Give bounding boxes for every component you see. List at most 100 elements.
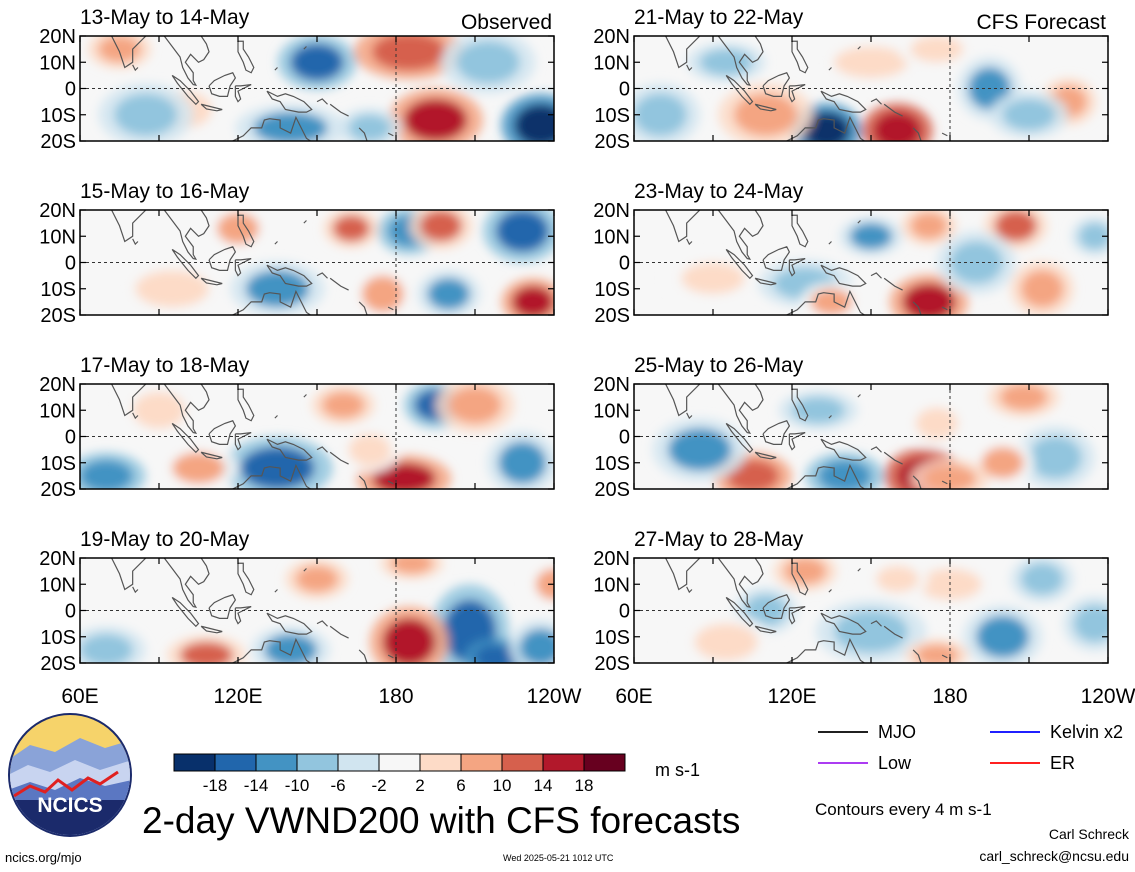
coastline [664,384,702,417]
anomaly-core [818,460,871,489]
anomaly-core [1021,563,1064,595]
anomaly-core [910,36,964,63]
coastline [132,64,139,72]
coastline [828,241,832,245]
coastline [883,625,903,639]
coastline [857,220,861,224]
coastline [316,446,328,453]
lon-tick-label: 120E [213,685,262,708]
coastline [717,36,764,86]
coastline [232,463,312,489]
coastline [725,74,754,106]
coastline [725,422,754,454]
lat-tick-label: 0 [619,427,630,449]
coastline [786,637,866,663]
anomaly-core [332,215,370,242]
logo-text: NCICS [37,794,102,817]
lat-tick-label: 10S [40,627,76,649]
lat-tick-label: 10S [594,279,630,301]
anomaly-core [498,441,547,484]
lat-tick-label: 0 [619,253,630,275]
lat-tick-label: 10S [40,453,76,475]
author-email: carl_schreck@ncsu.edu [979,848,1129,864]
panel-title: 13-May to 14-May [80,6,250,29]
coastline [791,562,809,596]
panel-source-label: CFS Forecast [976,11,1106,34]
coastline [686,64,693,72]
anomaly-core [1000,384,1048,411]
lat-tick-label: 0 [65,601,76,623]
coastline [941,132,948,137]
coastline [358,649,368,663]
coastline [234,605,252,625]
coastline [266,90,313,113]
coastline [237,388,255,422]
coastline [274,589,278,593]
anomaly-core [216,212,260,245]
lat-tick-label: 10N [593,574,630,596]
coastline [725,248,754,280]
anomaly-core [295,565,339,593]
coastline [870,272,882,279]
lon-tick-label: 120E [767,685,816,708]
colorbar-swatch [214,753,257,772]
anomaly-core [923,465,977,489]
anomaly-core [496,210,549,252]
coastline [232,115,312,141]
timestamp: Wed 2025-05-21 1012 UTC [503,853,614,863]
anomaly-core [1002,99,1056,131]
lat-tick-label: 20N [39,200,76,222]
coastline [303,46,307,50]
anomaly-core [981,447,1024,479]
coastline [762,594,791,619]
coastline [786,115,866,141]
map-panel-3: 20N 10N 0 10S 20S 17-May to 18-May [39,354,555,501]
anomaly-core [994,210,1037,242]
legend-label: ER [1050,753,1075,773]
coastline [387,306,394,311]
lat-tick-label: 10S [594,453,630,475]
anomaly-core [1079,223,1108,250]
anomaly-core [80,460,133,489]
lat-tick-label: 20S [40,131,76,153]
lat-tick-label: 20S [40,479,76,501]
colorbar-tick-label: -2 [371,776,386,795]
coastline [237,40,255,74]
coastline [208,594,237,619]
anomaly-core [372,462,436,489]
coastline [132,586,139,594]
anomaly-core [915,644,958,663]
lat-tick-label: 10N [593,400,630,422]
anomaly-core [726,460,779,489]
coastline [208,420,237,445]
lat-tick-label: 0 [65,253,76,275]
anomaly-core [876,565,919,593]
coastline [664,558,702,591]
coastline [820,612,867,635]
anomaly-core [135,270,210,308]
coastline [788,431,806,451]
map-panel-5: 20N 10N 0 10S 20S 21-May to 22-May CFS Forecas… [593,6,1109,153]
colorbar-tick-label: -10 [285,776,310,795]
anomaly-core [427,278,470,310]
lat-tick-label: 20S [594,479,630,501]
legend: MJO Kelvin x2 Low ER [818,722,1123,773]
lat-tick-label: 20N [593,548,630,570]
coastline [754,277,777,286]
coastline [717,210,764,260]
coastline [788,605,806,625]
coastline [791,388,809,422]
coastline [358,301,368,315]
anomaly-core [1021,270,1064,308]
lat-tick-label: 20S [40,305,76,327]
coastline [762,246,791,271]
anomaly-core [519,628,554,663]
anomaly-core [915,407,958,440]
coastline [329,103,349,117]
coastline [788,83,806,103]
coastline [828,67,832,71]
anomaly-core [372,36,447,71]
colorbar-swatch [296,753,339,772]
anomaly-core [264,634,317,663]
coastline [358,127,368,141]
